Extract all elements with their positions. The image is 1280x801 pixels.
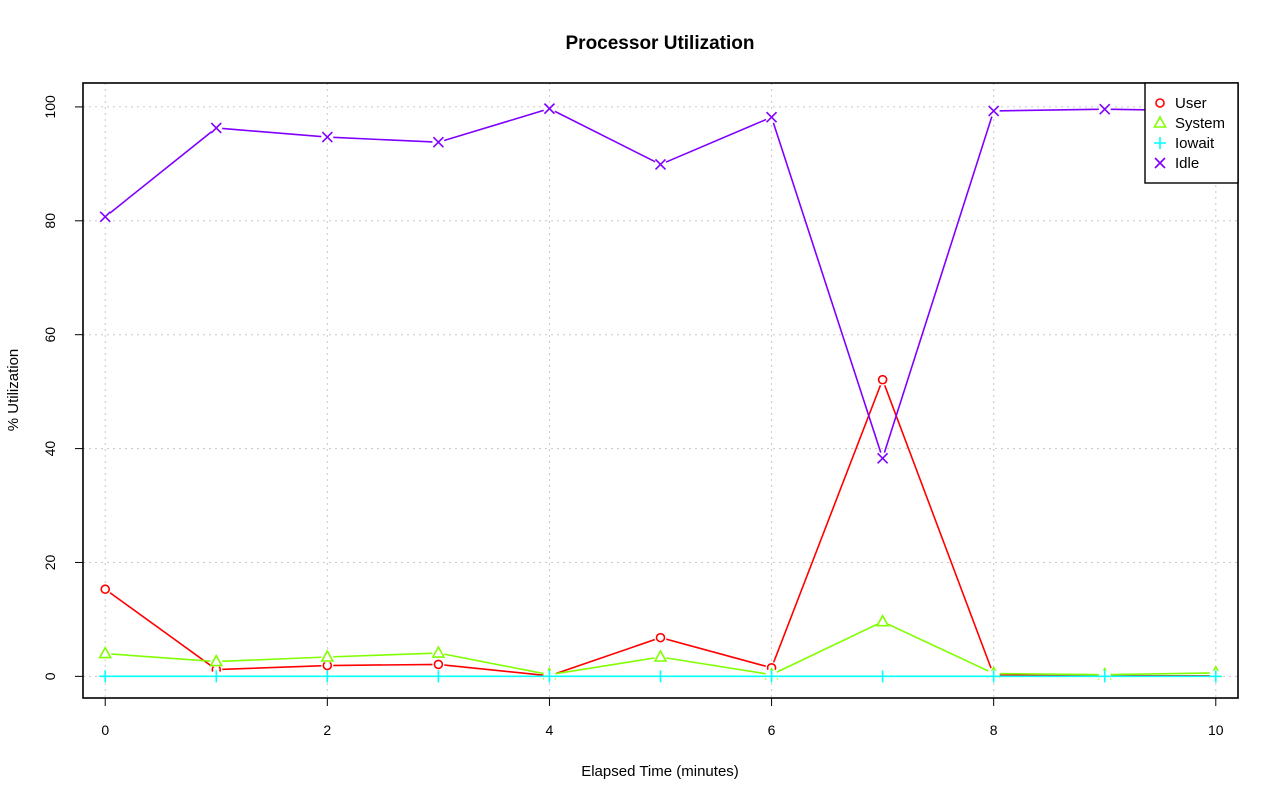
y-axis: 0 20 40 60 80 100	[42, 95, 83, 680]
y-axis-label: % Utilization	[5, 349, 22, 432]
data-point	[876, 670, 889, 683]
data-point	[654, 670, 667, 683]
point-gap	[99, 647, 112, 660]
data-point	[654, 158, 667, 170]
chart-title: Processor Utilization	[566, 33, 755, 54]
x-tick-label: 0	[101, 722, 109, 738]
data-point	[1099, 103, 1111, 115]
data-point	[875, 614, 890, 627]
data-point	[209, 653, 224, 667]
data-point	[543, 103, 556, 115]
legend-label: Iowait	[1175, 135, 1215, 152]
x-tick-label: 10	[1208, 722, 1224, 738]
y-tick-label: 40	[42, 441, 58, 457]
series-layer	[98, 102, 1223, 683]
point-gap	[432, 647, 445, 660]
data-point	[321, 131, 333, 143]
data-point	[321, 670, 334, 683]
y-tick-label: 100	[42, 95, 58, 119]
y-tick-label: 80	[42, 213, 58, 229]
data-point	[1098, 670, 1111, 683]
series-user	[99, 373, 1222, 682]
x-axis: 0 2 4 6 8 10	[101, 698, 1224, 738]
legend: User System Iowait Idle	[1144, 82, 1239, 184]
y-tick-label: 60	[42, 327, 58, 343]
series-idle	[99, 102, 1222, 465]
data-point	[987, 670, 1000, 683]
legend-label: User	[1175, 95, 1207, 112]
data-point	[210, 122, 222, 134]
data-point	[653, 649, 668, 662]
legend-marker	[1154, 137, 1166, 149]
data-point	[432, 670, 445, 683]
y-tick-label: 0	[42, 672, 58, 680]
data-point	[99, 670, 112, 683]
x-tick-label: 2	[323, 722, 331, 738]
data-point	[99, 211, 111, 223]
y-tick-label: 20	[42, 554, 58, 570]
legend-marker	[1155, 98, 1165, 108]
data-point	[543, 670, 556, 683]
series-line	[104, 377, 1216, 677]
x-tick-label: 4	[546, 722, 554, 738]
data-point	[431, 645, 446, 658]
data-point	[765, 670, 778, 683]
data-point	[1209, 670, 1222, 683]
point-gap	[876, 615, 889, 628]
plot-frame	[82, 82, 1239, 699]
legend-marker	[1153, 115, 1167, 128]
series-iowait	[99, 670, 1222, 683]
grid	[83, 83, 1238, 698]
data-point	[100, 584, 111, 595]
data-point	[98, 645, 113, 659]
data-point	[433, 659, 444, 670]
data-point	[988, 105, 1000, 117]
data-point	[210, 670, 223, 683]
data-point	[320, 649, 335, 662]
data-point	[655, 632, 666, 643]
legend-label: Idle	[1175, 155, 1199, 172]
data-point	[877, 374, 888, 385]
data-point	[765, 111, 778, 123]
x-axis-label: Elapsed Time (minutes)	[581, 763, 739, 780]
legend-marker	[1154, 157, 1166, 169]
x-tick-label: 6	[768, 722, 776, 738]
legend-box	[1144, 82, 1239, 184]
data-point	[877, 452, 889, 464]
point-gap	[654, 651, 667, 663]
series-line	[105, 620, 1216, 676]
point-gap	[210, 655, 223, 668]
x-tick-label: 8	[990, 722, 998, 738]
data-point	[432, 136, 444, 148]
legend-label: System	[1175, 115, 1225, 132]
point-gap	[321, 651, 334, 663]
